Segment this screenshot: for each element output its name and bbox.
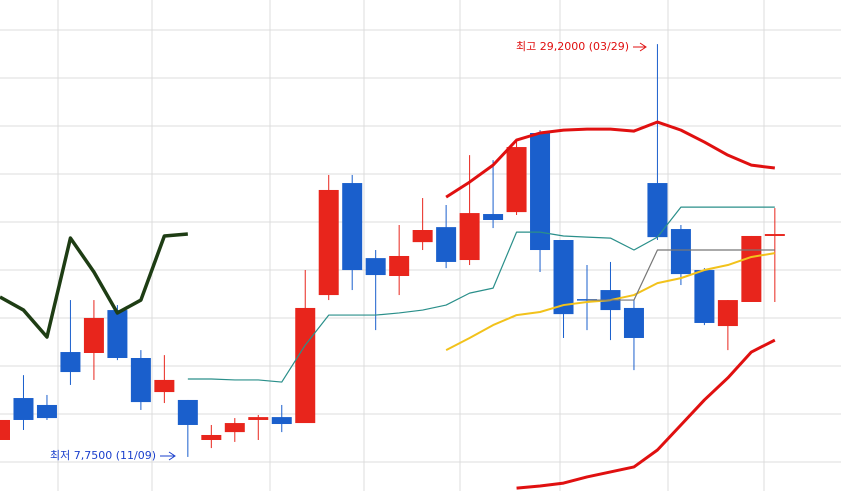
- candle-body: [83, 317, 104, 353]
- candle-body: [342, 183, 363, 271]
- candle-body: [177, 399, 198, 425]
- candle-body: [530, 132, 551, 251]
- arrow: [160, 451, 176, 461]
- candle-body: [764, 234, 785, 236]
- candle-body: [248, 417, 269, 420]
- candles: [0, 44, 785, 490]
- candle-body: [130, 358, 151, 403]
- indicator-line: [0, 232, 188, 339]
- candle-body: [623, 307, 644, 338]
- candle-body: [107, 310, 128, 359]
- candle-body: [412, 230, 433, 243]
- candle-body: [224, 423, 245, 433]
- candle-body: [0, 419, 10, 440]
- low-annotation: 최저 7,7500 (11/09): [50, 449, 156, 462]
- candle-body: [694, 270, 715, 323]
- candle-body: [60, 352, 81, 373]
- indicator-line: [516, 338, 776, 490]
- candle-body: [670, 229, 691, 275]
- candle-body: [459, 213, 480, 261]
- indicator-line: [445, 120, 776, 199]
- candle-body: [506, 147, 527, 213]
- candle-body: [389, 255, 410, 277]
- candle-body: [553, 240, 574, 315]
- candle-body: [318, 189, 339, 296]
- candle-body: [717, 300, 738, 327]
- candle-body: [154, 379, 175, 393]
- candle-body: [647, 183, 668, 238]
- candle-body: [483, 214, 504, 220]
- candle-body: [201, 434, 222, 440]
- candle-body: [365, 258, 386, 276]
- candle-body: [271, 417, 292, 425]
- candle-body: [13, 398, 34, 420]
- high-annotation: 최고 29,2000 (03/29): [516, 40, 629, 53]
- indicator-line: [187, 206, 775, 383]
- candle-body: [295, 307, 316, 424]
- indicator-line: [587, 249, 775, 301]
- candle-body: [436, 227, 457, 262]
- candle-body: [36, 404, 57, 419]
- arrow: [633, 42, 647, 52]
- candle-body: [741, 235, 762, 302]
